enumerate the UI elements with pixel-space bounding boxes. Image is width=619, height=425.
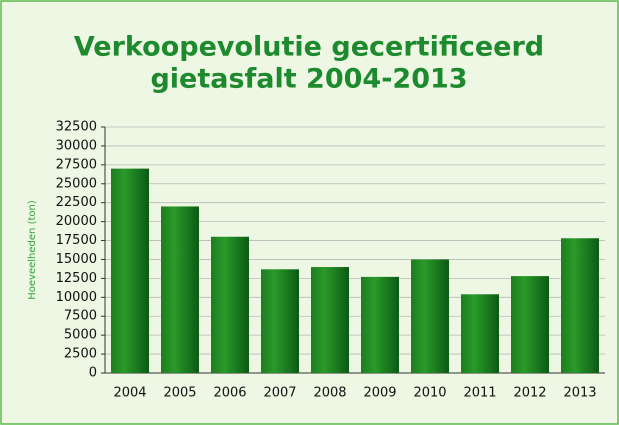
y-tick-label: 5000 <box>64 328 97 343</box>
x-tick-label: 2013 <box>563 386 596 401</box>
bar <box>261 269 299 373</box>
y-tick-label: 10000 <box>56 290 97 305</box>
chart-title: Verkoopevolutie gecertificeerd <box>74 32 544 63</box>
y-tick-label: 12500 <box>56 271 97 286</box>
y-tick-label: 7500 <box>64 309 97 324</box>
y-tick-label: 32500 <box>56 120 97 135</box>
x-tick-label: 2009 <box>363 386 396 401</box>
bar <box>161 206 199 373</box>
x-tick-label: 2011 <box>463 386 496 401</box>
y-axis-label: Hoeveelheden (ton) <box>27 200 38 300</box>
y-tick-label: 2500 <box>64 347 97 362</box>
bar <box>361 276 399 373</box>
x-tick-label: 2005 <box>163 386 196 401</box>
x-tick-label: 2004 <box>113 386 146 401</box>
x-tick-label: 2012 <box>513 386 546 401</box>
y-tick-label: 20000 <box>56 214 97 229</box>
x-tick-label: 2007 <box>263 386 296 401</box>
y-tick-label: 25000 <box>56 176 97 191</box>
y-tick-label: 27500 <box>56 157 97 172</box>
bar <box>511 276 549 373</box>
y-tick-label: 0 <box>89 366 97 381</box>
y-tick-label: 22500 <box>56 195 97 210</box>
y-tick-label: 17500 <box>56 233 97 248</box>
bar <box>411 259 449 373</box>
bar <box>311 267 349 373</box>
bar <box>461 294 499 373</box>
y-tick-label: 15000 <box>56 252 97 267</box>
x-tick-label: 2006 <box>213 386 246 401</box>
chart-title: gietasfalt 2004-2013 <box>150 64 467 95</box>
bar <box>561 238 599 373</box>
bar <box>111 168 149 373</box>
x-tick-label: 2010 <box>413 386 446 401</box>
y-tick-label: 30000 <box>56 138 97 153</box>
x-tick-label: 2008 <box>313 386 346 401</box>
bar <box>211 236 249 373</box>
